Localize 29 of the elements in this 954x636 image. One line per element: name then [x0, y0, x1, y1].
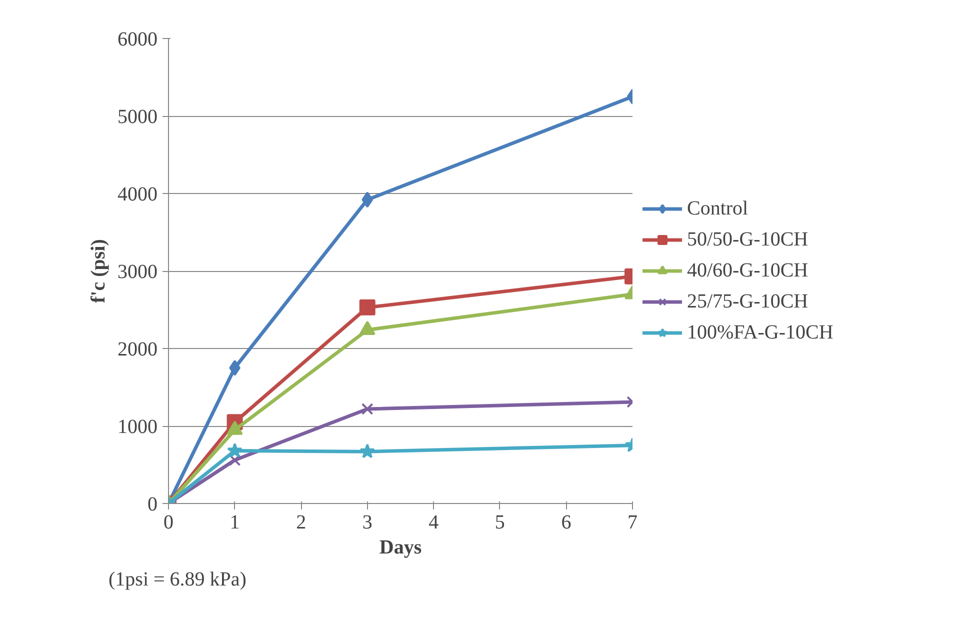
legend-label: 25/75-G-10CH	[687, 290, 808, 313]
x-tick-label: 4	[428, 512, 439, 534]
x-tick-label: 3	[362, 512, 372, 534]
y-axis-title: f'c (psi)	[88, 239, 110, 303]
y-tick-label: 6000	[118, 28, 158, 50]
legend-label: 40/60-G-10CH	[687, 259, 808, 282]
point	[228, 454, 241, 466]
legend-label: 100%FA-G-10CH	[687, 321, 834, 344]
text: (1psi = 6.89 kPa)	[108, 568, 246, 590]
x-tick-label: 5	[494, 512, 505, 534]
point	[359, 299, 376, 316]
x-axis-title: Days	[379, 536, 422, 558]
y-tick-label: 3000	[118, 261, 158, 283]
x-tick-label: 6	[561, 512, 572, 534]
x-tick-label: 0	[164, 512, 174, 534]
point	[361, 403, 374, 415]
y-tick-label: 4000	[118, 184, 158, 206]
legend-label: Control	[687, 197, 748, 220]
y-tick-label: 0	[148, 494, 158, 516]
x-tick-label: 2	[296, 512, 306, 534]
y-tick-label: 1000	[118, 416, 158, 438]
y-tick-label: 2000	[118, 338, 158, 360]
y-tick-label: 5000	[118, 106, 158, 128]
x-tick-label: 7	[628, 512, 638, 534]
point	[362, 192, 374, 208]
point	[227, 442, 242, 458]
legend-label: 50/50-G-10CH	[687, 228, 808, 251]
point	[360, 444, 376, 458]
x-tick-label: 1	[230, 512, 240, 534]
